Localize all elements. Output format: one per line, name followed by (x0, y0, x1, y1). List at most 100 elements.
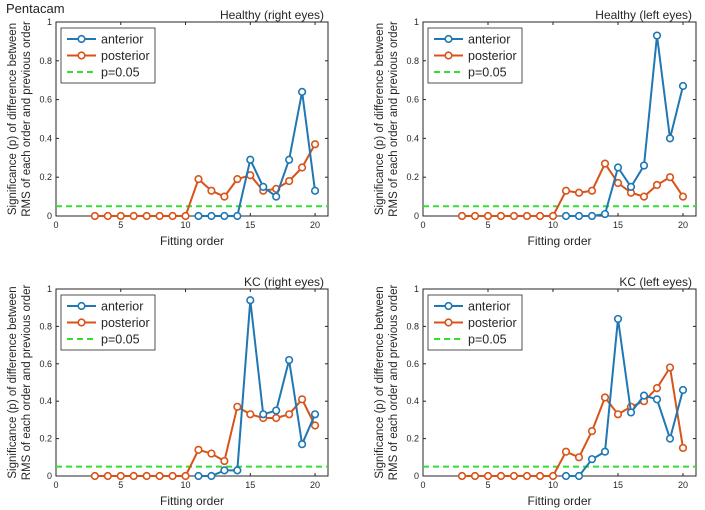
legend-label: anterior (468, 33, 510, 47)
data-point-anterior (600, 447, 610, 456)
legend-label: anterior (101, 300, 143, 314)
data-point-anterior (561, 211, 571, 221)
data-point-posterior (194, 445, 203, 454)
legend-marker-anterior (77, 301, 86, 311)
legend-label: p=0.05 (468, 66, 507, 80)
x-tick-label: 20 (678, 220, 688, 230)
chart-panel-3: 0 5 10 15 20 0 0.2 0.4 0.6 0.8 1 KC (right eyes) Fit… (7, 275, 329, 508)
data-point-posterior (678, 192, 688, 201)
data-point-posterior (310, 421, 320, 430)
data-point-posterior (457, 211, 467, 221)
series-line-anterior (566, 34, 684, 217)
data-point-anterior (678, 81, 688, 91)
data-point-posterior (496, 211, 506, 221)
data-point-posterior (522, 471, 532, 481)
data-point-anterior (652, 395, 662, 404)
data-point-posterior (220, 456, 229, 466)
data-point-posterior (509, 211, 519, 221)
data-point-anterior (233, 211, 242, 221)
data-point-posterior (168, 211, 177, 221)
data-point-posterior (548, 211, 558, 221)
data-point-posterior (522, 211, 532, 221)
data-point-posterior (535, 211, 545, 221)
y-tick-label: 0.4 (406, 396, 419, 406)
data-point-posterior (457, 471, 467, 481)
legend-label: posterior (101, 49, 150, 63)
data-point-posterior (168, 471, 177, 481)
legend-label: p=0.05 (101, 66, 140, 80)
data-point-posterior (272, 413, 281, 423)
y-tick-label: 0.2 (39, 172, 52, 182)
legend-marker-anterior (444, 34, 453, 44)
data-point-posterior (116, 471, 125, 481)
data-point-anterior (220, 211, 229, 221)
legend-label: anterior (101, 33, 143, 47)
x-tick-label: 0 (53, 480, 58, 490)
legend-marker-anterior (444, 301, 453, 311)
data-point-posterior (90, 471, 99, 481)
data-point-anterior (194, 471, 203, 481)
y-tick-label: 0.2 (406, 172, 419, 182)
data-point-posterior (310, 140, 320, 149)
x-tick-label: 5 (118, 480, 123, 490)
data-point-posterior (233, 402, 242, 411)
data-point-posterior (129, 471, 138, 481)
y-tick-label: 0.2 (39, 434, 52, 444)
data-point-anterior (678, 385, 688, 395)
series-line-anterior (198, 299, 316, 477)
data-point-posterior (652, 180, 662, 190)
chart-panel-2: 0 5 10 15 20 0 0.2 0.4 0.6 0.8 1 Healthy (left eyes… (374, 8, 697, 248)
data-point-posterior (470, 471, 480, 481)
data-point-posterior (207, 449, 216, 458)
y-tick-label: 0 (47, 211, 52, 221)
chart-panel-4: 0 5 10 15 20 0 0.2 0.4 0.6 0.8 1 KC (left eyes) Fitt… (374, 275, 697, 508)
y-axis-label-line2: RMS of each order and previous order (21, 21, 33, 217)
data-point-anterior (574, 471, 584, 481)
data-point-anterior (259, 182, 268, 191)
data-point-posterior (142, 211, 151, 221)
chart-title: KC (left eyes) (619, 275, 692, 289)
data-point-posterior (574, 188, 584, 197)
data-point-posterior (207, 186, 216, 195)
data-point-anterior (665, 434, 675, 443)
figure-title: Pentacam (6, 1, 65, 16)
data-point-posterior (233, 175, 242, 184)
data-point-posterior (600, 159, 610, 168)
x-tick-label: 5 (485, 480, 490, 490)
data-point-posterior (561, 186, 571, 195)
y-tick-label: 0.4 (406, 133, 419, 143)
data-point-posterior (297, 163, 307, 172)
data-point-posterior (220, 192, 229, 201)
data-point-anterior (220, 466, 229, 475)
x-tick-label: 10 (181, 480, 191, 490)
x-tick-label: 15 (245, 480, 255, 490)
x-tick-label: 15 (613, 220, 623, 230)
data-point-posterior (574, 453, 584, 462)
y-tick-label: 0 (47, 471, 52, 481)
data-point-posterior (535, 471, 545, 481)
data-point-posterior (181, 211, 190, 221)
data-point-posterior (116, 211, 125, 221)
data-point-posterior (600, 393, 610, 402)
data-point-posterior (548, 471, 558, 481)
series-line-anterior (566, 317, 684, 477)
data-point-posterior (194, 175, 203, 184)
data-point-posterior (285, 410, 294, 419)
chart-title: KC (right eyes) (244, 275, 324, 289)
data-point-anterior (310, 410, 320, 419)
data-point-anterior (285, 155, 294, 164)
data-point-anterior (600, 209, 610, 219)
data-point-posterior (297, 395, 307, 404)
data-point-anterior (652, 31, 662, 40)
y-tick-label: 0 (414, 211, 419, 221)
y-tick-label: 0.6 (406, 95, 419, 105)
data-point-posterior (665, 173, 675, 182)
data-point-posterior (142, 471, 151, 481)
y-tick-label: 0.6 (406, 359, 419, 369)
data-point-posterior (103, 471, 112, 481)
data-point-anterior (639, 161, 649, 170)
data-point-posterior (129, 211, 138, 221)
data-point-posterior (587, 427, 597, 436)
chart-title: Healthy (left eyes) (595, 8, 692, 22)
